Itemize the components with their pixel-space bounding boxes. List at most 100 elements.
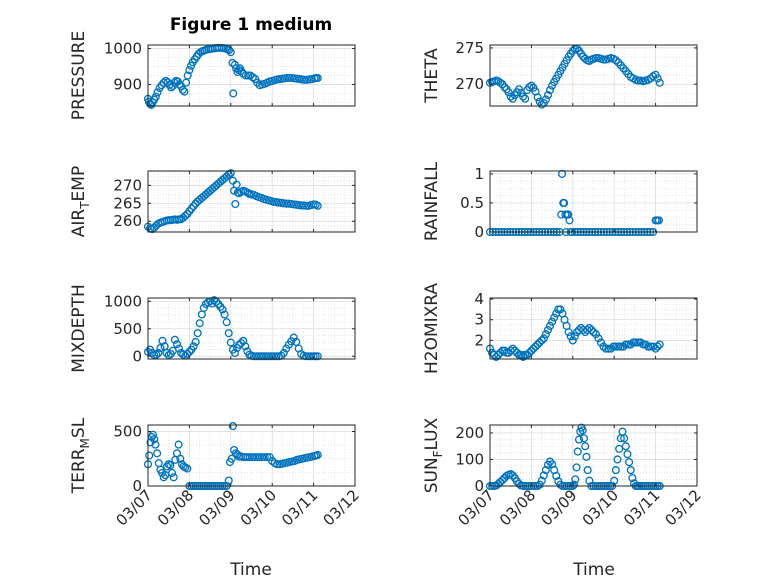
- data-point: [313, 450, 322, 460]
- data-point: [545, 321, 555, 330]
- data-point: [519, 92, 528, 101]
- data-point: [541, 466, 550, 475]
- data-point: [257, 352, 266, 361]
- data-point: [185, 66, 194, 75]
- data-point: [626, 466, 635, 475]
- data-point: [241, 71, 250, 80]
- data-point: [519, 352, 528, 361]
- data-point: [613, 455, 622, 464]
- data-point: [639, 340, 648, 349]
- data-point: [535, 338, 544, 347]
- axes-box: [489, 424, 698, 487]
- axes-box: [489, 297, 698, 360]
- data-point: [187, 204, 196, 213]
- data-point: [272, 352, 281, 361]
- data-point: [263, 453, 272, 462]
- data-point: [218, 305, 227, 314]
- data-point: [183, 349, 192, 359]
- data-point: [653, 342, 662, 351]
- data-point: [581, 442, 590, 451]
- data-point: [512, 348, 521, 357]
- data-point: [572, 463, 581, 472]
- y-tick-label: 1000: [104, 40, 142, 58]
- subplot-theta: 270 275 THETA: [422, 39, 698, 109]
- data-point: [183, 464, 192, 473]
- data-point: [573, 447, 582, 456]
- data-point: [269, 352, 278, 361]
- data-point: [250, 453, 259, 462]
- data-point: [178, 85, 187, 94]
- y-tick-label: 200: [455, 424, 484, 442]
- data-point: [529, 344, 538, 353]
- data-point: [313, 73, 322, 83]
- data-point: [152, 350, 161, 359]
- figure-title: Figure 1 medium: [170, 15, 332, 35]
- data-point: [533, 340, 542, 349]
- data-point: [601, 344, 610, 353]
- data-point: [228, 422, 237, 431]
- data-point: [199, 303, 208, 312]
- data-point: [225, 45, 234, 55]
- data-point: [582, 452, 591, 461]
- data-point: [183, 71, 192, 80]
- data-point: [626, 340, 635, 349]
- y-tick-label: 260: [113, 212, 142, 230]
- data-point: [654, 216, 663, 225]
- data-point: [252, 352, 261, 361]
- data-point: [655, 340, 664, 349]
- x-axis-label-left: Time: [229, 560, 272, 580]
- y-tick-label: 0: [474, 477, 484, 495]
- data-point: [150, 435, 159, 444]
- y-axis-label-7: SUNFLUX: [422, 417, 445, 493]
- data-point: [591, 54, 601, 63]
- data-point: [653, 74, 662, 83]
- y-tick-label: 500: [113, 423, 142, 441]
- data-series: [143, 169, 322, 234]
- data-point: [625, 458, 634, 467]
- axes-box: [489, 44, 698, 107]
- y-tick-label: 0: [132, 477, 142, 495]
- data-point: [181, 211, 190, 220]
- data-point: [159, 473, 168, 482]
- data-point: [156, 343, 165, 353]
- data-point: [182, 78, 191, 87]
- data-point: [267, 352, 276, 361]
- data-point: [232, 180, 241, 189]
- data-point: [148, 430, 158, 439]
- y-tick-label: 0: [132, 347, 142, 365]
- data-point: [566, 332, 575, 341]
- data-point: [564, 328, 573, 337]
- y-tick-label: 265: [113, 194, 142, 212]
- data-point: [548, 317, 557, 326]
- y-axis-label-5: H2OMIXRA: [422, 283, 442, 374]
- data-point: [153, 449, 162, 458]
- data-point: [545, 85, 555, 95]
- data-point: [226, 338, 235, 347]
- data-point: [611, 342, 620, 351]
- data-point: [300, 75, 309, 84]
- data-point: [531, 342, 540, 351]
- data-point: [525, 348, 534, 357]
- y-tick-label: 1: [474, 165, 484, 183]
- data-point: [591, 330, 601, 339]
- data-point: [570, 332, 579, 341]
- data-point: [170, 335, 179, 344]
- data-point: [589, 328, 598, 337]
- data-point: [222, 318, 231, 327]
- data-point: [599, 55, 608, 64]
- data-point: [175, 344, 184, 353]
- data-point: [537, 476, 546, 485]
- data-point: [496, 78, 505, 87]
- data-point: [525, 83, 534, 92]
- data-point: [154, 348, 163, 358]
- data-point: [500, 83, 509, 92]
- data-point: [537, 336, 546, 345]
- data-point: [527, 81, 536, 90]
- data-point: [498, 476, 507, 485]
- subplot-mixdepth: 0 500 1000 MIXDEPTH: [69, 284, 356, 373]
- data-point: [494, 350, 503, 359]
- data-point: [599, 342, 608, 351]
- data-point: [169, 473, 178, 482]
